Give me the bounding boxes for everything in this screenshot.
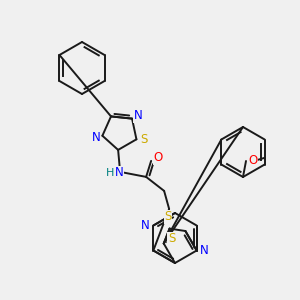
Text: N: N	[200, 244, 209, 257]
Text: S: S	[168, 232, 175, 245]
Text: O: O	[248, 154, 258, 166]
Text: S: S	[140, 133, 147, 146]
Text: O: O	[154, 152, 163, 164]
Text: N: N	[141, 219, 150, 232]
Text: H: H	[106, 168, 114, 178]
Text: N: N	[115, 167, 124, 179]
Text: N: N	[134, 109, 142, 122]
Text: S: S	[164, 210, 172, 224]
Text: N: N	[92, 131, 101, 144]
